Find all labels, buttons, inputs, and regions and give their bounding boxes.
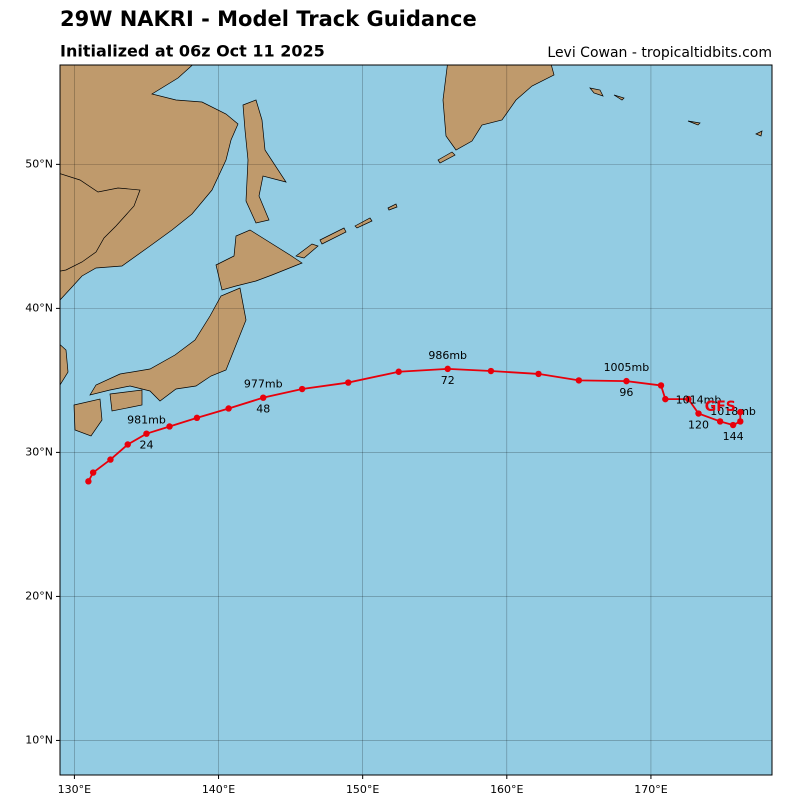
- track-point: [124, 441, 131, 448]
- y-tick-label: 40°N: [25, 301, 53, 314]
- y-tick-label: 50°N: [25, 157, 53, 170]
- track-point: [225, 405, 232, 412]
- track-point: [107, 456, 114, 463]
- track-point: [166, 423, 173, 430]
- x-tick-label: 160°E: [490, 783, 523, 796]
- track-point: [685, 395, 692, 403]
- track-point: [85, 478, 92, 485]
- land: [60, 65, 763, 437]
- track-point: [487, 367, 495, 375]
- title: 29W NAKRI - Model Track Guidance: [60, 7, 477, 31]
- pressure-label: 977mb: [244, 378, 283, 391]
- track-point: [737, 408, 744, 416]
- track: 981mb 24 977mb 48 986mb 72 1005mb 96 1014mb 12010…: [85, 349, 756, 485]
- y-tick-label: 10°N: [25, 733, 53, 746]
- x-tick-label: 140°E: [202, 783, 235, 796]
- credit: Levi Cowan - tropicaltidbits.com: [547, 45, 772, 61]
- track-point: [345, 379, 352, 386]
- track-point: [444, 365, 451, 373]
- map-frame: [59, 64, 773, 776]
- subtitle: Initialized at 06z Oct 11 2025: [60, 42, 325, 61]
- pressure-label: 1014mb: [676, 394, 722, 407]
- track-point: [193, 414, 201, 422]
- x-tick-label: 130°E: [58, 783, 91, 796]
- track-point: [729, 421, 737, 429]
- track-point: [260, 394, 267, 401]
- track-point: [716, 418, 724, 425]
- track-point: [298, 385, 306, 393]
- hour-label: 144: [723, 430, 744, 443]
- track-point: [535, 370, 542, 378]
- pressure-label: 1005mb: [604, 361, 650, 374]
- model-label: GFS: [705, 399, 736, 415]
- track-point: [89, 469, 97, 476]
- track-point: [737, 418, 744, 425]
- track-point: [623, 377, 630, 385]
- hour-label: 120: [688, 419, 709, 432]
- pressure-label: 986mb: [428, 349, 467, 362]
- x-tick-label: 170°E: [634, 783, 667, 796]
- hour-label: 24: [139, 439, 153, 452]
- pressure-label: 1018mb: [710, 405, 756, 418]
- track-point: [657, 382, 665, 389]
- pressure-label: 981mb: [127, 414, 166, 427]
- y-tick-label: 20°N: [25, 589, 53, 602]
- x-tick-label: 150°E: [346, 783, 379, 796]
- track-point: [695, 410, 702, 417]
- grid: [60, 65, 772, 775]
- track-point: [575, 377, 583, 384]
- track-point: [395, 368, 402, 375]
- hour-label: 96: [619, 386, 633, 399]
- ticks: 130°E 140°E 150°E 160°E 170°E 10°N 20°N 30°N 40°…: [25, 157, 667, 796]
- track-point: [662, 395, 669, 403]
- y-tick-label: 30°N: [25, 445, 53, 458]
- hour-label: 48: [256, 403, 270, 416]
- hour-label: 72: [441, 374, 455, 387]
- track-point: [143, 430, 150, 437]
